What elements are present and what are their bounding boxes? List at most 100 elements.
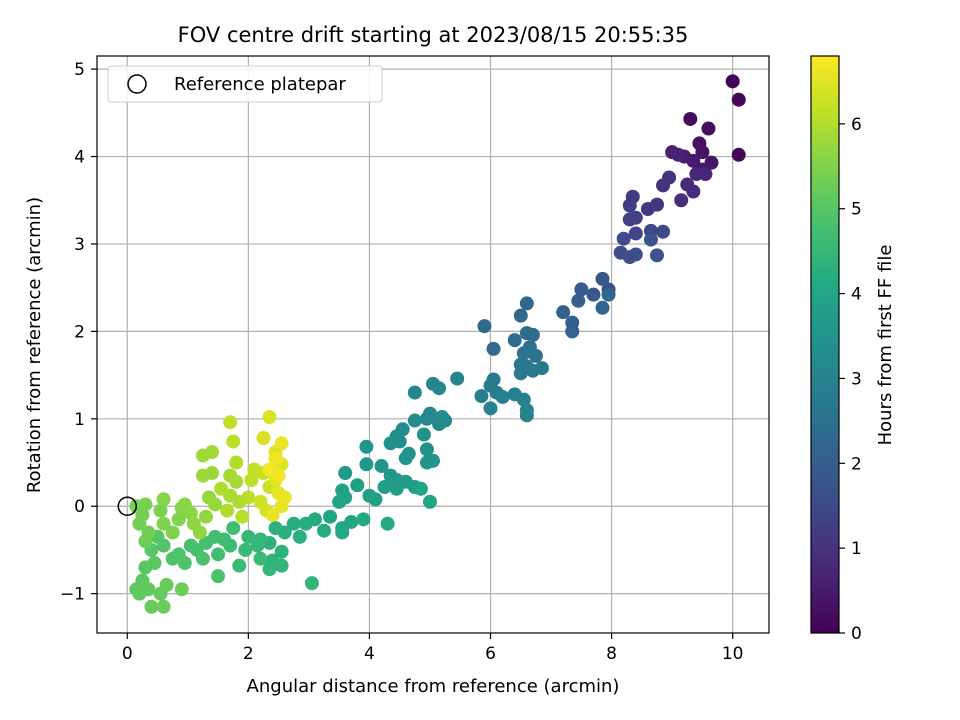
data-point xyxy=(174,582,189,597)
data-point xyxy=(432,381,447,396)
data-point xyxy=(407,413,422,428)
data-point xyxy=(262,410,277,425)
data-point xyxy=(198,509,213,524)
data-point xyxy=(359,457,374,472)
data-point xyxy=(640,201,655,216)
data-point xyxy=(256,431,271,446)
data-point xyxy=(725,74,740,89)
data-point xyxy=(356,512,371,527)
data-point xyxy=(380,516,395,531)
data-point xyxy=(262,562,277,577)
data-point xyxy=(513,308,528,323)
data-point xyxy=(528,348,543,363)
data-point xyxy=(156,599,171,614)
data-point xyxy=(432,417,447,432)
data-point xyxy=(686,184,701,199)
y-tick-label: 3 xyxy=(74,235,85,255)
y-tick-label: 0 xyxy=(74,497,85,517)
data-points xyxy=(129,74,746,614)
data-point xyxy=(359,439,374,454)
data-point xyxy=(586,287,601,302)
data-point xyxy=(183,506,198,521)
colorbar: 0 1 2 3 4 5 6 Hours from first FF file xyxy=(810,55,896,644)
data-point xyxy=(483,401,498,416)
reference-point xyxy=(117,496,138,516)
data-point xyxy=(244,473,259,488)
data-point xyxy=(265,507,280,522)
data-point xyxy=(407,385,422,400)
data-point xyxy=(419,442,434,457)
data-point xyxy=(144,599,159,614)
data-point xyxy=(450,371,465,386)
data-point xyxy=(268,521,283,536)
data-point xyxy=(159,577,174,592)
data-point xyxy=(335,525,350,540)
data-point xyxy=(165,525,180,540)
colorbar-tick-label: 3 xyxy=(851,369,862,389)
data-point xyxy=(486,341,501,356)
data-point xyxy=(138,497,153,512)
data-point xyxy=(516,346,531,361)
x-tick-label: 8 xyxy=(606,644,617,664)
y-axis-ticks: −1 0 1 2 3 4 5 xyxy=(60,60,97,605)
data-point xyxy=(183,538,198,553)
data-point xyxy=(214,481,229,496)
data-point xyxy=(477,319,492,334)
data-point xyxy=(731,92,746,107)
data-point xyxy=(238,542,253,557)
data-point xyxy=(298,516,313,531)
x-tick-label: 4 xyxy=(364,644,375,664)
data-point xyxy=(338,466,353,481)
data-point xyxy=(525,363,540,378)
data-point xyxy=(701,121,716,136)
data-point xyxy=(153,503,168,518)
data-point xyxy=(208,497,223,512)
data-point xyxy=(211,569,226,584)
data-point xyxy=(419,455,434,470)
data-point xyxy=(422,494,437,509)
y-tick-label: 5 xyxy=(74,60,85,80)
data-point xyxy=(292,529,307,544)
colorbar-tick-label: 2 xyxy=(851,454,862,474)
colorbar-tick-label: 4 xyxy=(851,285,862,305)
data-point xyxy=(413,481,428,496)
data-point xyxy=(332,494,347,509)
data-point xyxy=(323,509,338,524)
y-axis-label: Rotation from reference (arcmin) xyxy=(24,197,45,493)
y-tick-label: 1 xyxy=(74,410,85,430)
data-point xyxy=(156,516,171,531)
data-point xyxy=(195,551,210,566)
colorbar-tick-label: 5 xyxy=(851,200,862,220)
data-point xyxy=(383,436,398,451)
data-point xyxy=(695,145,710,160)
data-point xyxy=(495,389,510,404)
data-point xyxy=(689,167,704,182)
data-point xyxy=(416,427,431,442)
data-point xyxy=(683,111,698,126)
colorbar-label: Hours from first FF file xyxy=(875,245,896,446)
data-point xyxy=(350,478,365,493)
data-point xyxy=(731,147,746,162)
y-tick-label: 2 xyxy=(74,322,85,342)
data-point xyxy=(235,509,250,524)
data-point xyxy=(271,468,286,483)
y-tick-label: −1 xyxy=(60,585,85,605)
data-point xyxy=(223,415,238,430)
data-point xyxy=(274,544,289,559)
data-point xyxy=(141,582,156,597)
data-point xyxy=(226,434,241,449)
data-point xyxy=(525,327,540,342)
y-tick-label: 4 xyxy=(74,148,85,168)
colorbar-tick-label: 0 xyxy=(851,624,862,644)
legend-box xyxy=(107,65,383,103)
data-point xyxy=(595,300,610,315)
legend-marker xyxy=(127,74,147,94)
data-point xyxy=(601,287,616,302)
data-point xyxy=(192,525,207,540)
data-point xyxy=(286,516,301,531)
data-point xyxy=(304,576,319,591)
x-axis-label: Angular distance from reference (arcmin) xyxy=(247,676,620,697)
data-point xyxy=(674,193,689,208)
data-point xyxy=(211,547,226,562)
data-point xyxy=(628,247,643,262)
